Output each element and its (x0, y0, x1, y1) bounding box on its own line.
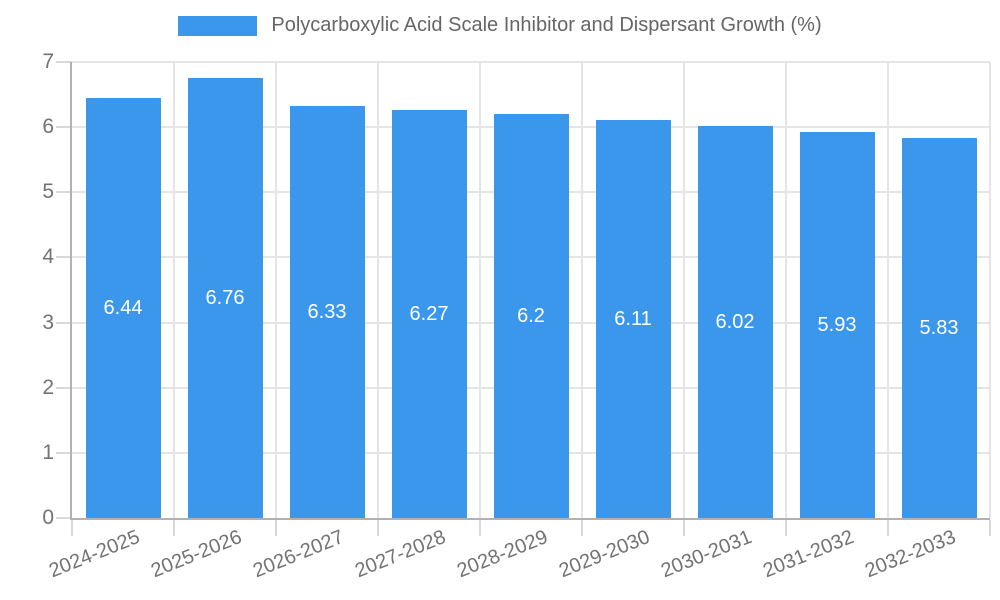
bar-value-label: 5.93 (817, 313, 857, 336)
legend[interactable]: Polycarboxylic Acid Scale Inhibitor and … (0, 14, 1000, 37)
y-tick (56, 321, 72, 324)
y-tick (56, 256, 72, 259)
y-tick-label: 5 (42, 180, 54, 204)
x-tick-label: 2024-2025 (46, 526, 144, 583)
gridline-v (887, 62, 889, 518)
legend-swatch (178, 15, 258, 36)
y-axis-line (70, 62, 72, 520)
gridline-h (72, 61, 990, 63)
gridline-v (479, 62, 481, 518)
x-tick-label: 2028-2029 (454, 526, 552, 583)
gridline-v (275, 62, 277, 518)
x-tick-label: 2032-2033 (862, 526, 960, 583)
gridline-v (377, 62, 379, 518)
y-tick-label: 4 (42, 245, 54, 269)
y-tick-label: 1 (42, 440, 54, 464)
y-tick (56, 126, 72, 129)
gridline-v (989, 62, 991, 518)
x-tick (377, 520, 379, 536)
x-tick (887, 520, 889, 536)
gridline-v (683, 62, 685, 518)
bar: 6.02 (697, 125, 773, 518)
x-tick (71, 520, 73, 536)
x-tick-label: 2025-2026 (148, 526, 246, 583)
bar: 5.83 (901, 138, 977, 518)
y-tick-label: 0 (42, 506, 54, 529)
bar: 6.27 (391, 109, 467, 518)
y-tick (56, 451, 72, 454)
y-tick-label: 2 (42, 375, 54, 399)
bar: 6.33 (289, 105, 365, 518)
x-tick (479, 520, 481, 536)
bar: 6.2 (493, 114, 569, 518)
y-tick-label: 6 (42, 115, 54, 139)
y-tick-label: 3 (42, 310, 54, 334)
bar: 5.93 (799, 131, 875, 518)
bar-value-label: 6.76 (205, 286, 245, 309)
bar: 6.76 (187, 77, 263, 518)
x-tick-label: 2029-2030 (556, 526, 654, 583)
x-tick (173, 520, 175, 536)
bar-value-label: 6.27 (409, 302, 449, 325)
bar-value-label: 6.44 (103, 297, 143, 320)
y-tick (56, 386, 72, 389)
y-tick (56, 191, 72, 194)
x-tick-label: 2026-2027 (250, 526, 348, 583)
x-tick (785, 520, 787, 536)
gridline-v (581, 62, 583, 518)
y-tick (56, 517, 72, 519)
x-tick (581, 520, 583, 536)
gridline-v (173, 62, 175, 518)
x-tick-label: 2027-2028 (352, 526, 450, 583)
x-tick (989, 520, 991, 536)
bar-value-label: 6.11 (614, 307, 652, 330)
bar-value-label: 6.33 (307, 300, 347, 323)
x-tick-label: 2031-2032 (760, 526, 858, 583)
legend-label: Polycarboxylic Acid Scale Inhibitor and … (271, 14, 822, 36)
x-tick (275, 520, 277, 536)
bar-value-label: 5.83 (919, 317, 959, 340)
bar-value-label: 6.2 (517, 305, 545, 328)
x-tick-label: 2030-2031 (658, 526, 756, 583)
gridline-v (785, 62, 787, 518)
bar: 6.44 (85, 98, 161, 518)
bar: 6.11 (595, 119, 671, 518)
y-tick (56, 61, 72, 63)
x-axis-line (70, 518, 990, 520)
y-tick-label: 7 (42, 50, 54, 73)
bar-value-label: 6.02 (715, 310, 755, 333)
x-tick (683, 520, 685, 536)
